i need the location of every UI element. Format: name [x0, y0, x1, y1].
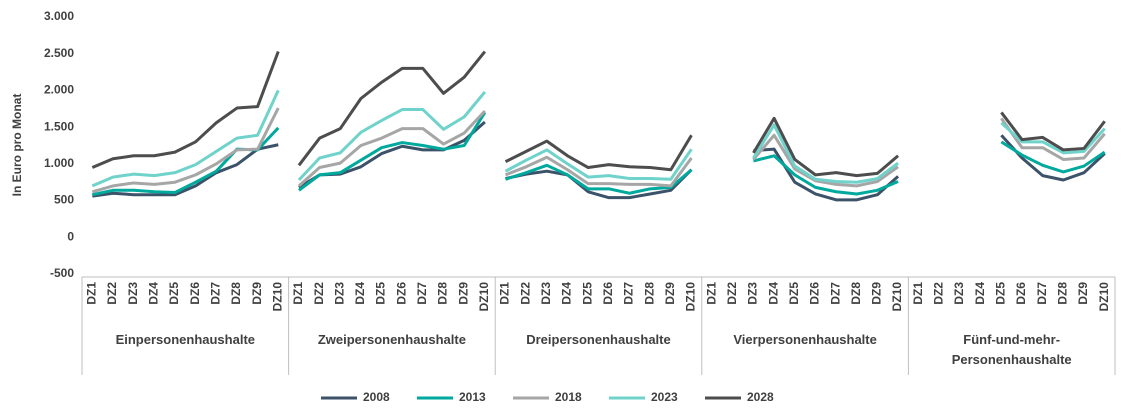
y-axis-label: In Euro pro Monat — [10, 94, 24, 197]
line — [752, 116, 900, 178]
line — [91, 107, 280, 194]
x-tick-label: DZ8 — [229, 282, 243, 305]
x-tick-label: DZ6 — [1014, 282, 1028, 305]
x-tick-label: DZ8 — [849, 282, 863, 305]
x-tick-label: DZ3 — [332, 282, 346, 305]
line — [504, 148, 693, 181]
x-tick-label: DZ7 — [208, 282, 222, 305]
y-tick-label: 0 — [67, 229, 74, 243]
x-tick-label: DZ7 — [828, 282, 842, 305]
x-tick-label: DZ7 — [622, 282, 636, 305]
x-tick-label: DZ10 — [684, 282, 698, 312]
group-label: Vierpersonenhaushalte — [733, 332, 877, 347]
x-tick-label: DZ4 — [560, 282, 574, 305]
x-tick-label: DZ10 — [1097, 282, 1111, 312]
x-tick-label: DZ1 — [85, 282, 99, 305]
line — [91, 50, 280, 169]
line — [504, 134, 693, 172]
x-tick-label: DZ2 — [312, 282, 326, 305]
line — [505, 168, 693, 200]
x-tick-label: DZ5 — [580, 282, 594, 305]
x-tick-label: DZ5 — [167, 282, 181, 305]
legend-label: 2018 — [555, 390, 582, 404]
x-tick-label: DZ2 — [725, 282, 739, 305]
x-tick-label: DZ10 — [270, 282, 284, 312]
y-tick-label: -500 — [50, 266, 74, 280]
x-tick-label: DZ8 — [1056, 282, 1070, 305]
x-tick-label: DZ2 — [105, 282, 119, 305]
x-tick-label: DZ4 — [146, 282, 160, 305]
x-tick-label: DZ5 — [374, 282, 388, 305]
x-tick-label: DZ9 — [456, 282, 470, 305]
x-tick-label: DZ5 — [787, 282, 801, 305]
line — [753, 147, 900, 202]
y-tick-label: 3.000 — [44, 9, 74, 23]
x-tick-label: DZ3 — [746, 282, 760, 305]
legend-label: 2013 — [459, 390, 486, 404]
x-tick-label: DZ4 — [766, 282, 780, 305]
line — [505, 163, 693, 195]
x-tick-label: DZ6 — [188, 282, 202, 305]
legend-label: 2008 — [363, 390, 390, 404]
y-tick-label: 1.000 — [44, 156, 74, 170]
x-tick-label: DZ3 — [539, 282, 553, 305]
line — [752, 123, 899, 184]
x-tick-label: DZ9 — [870, 282, 884, 305]
x-tick-label: DZ6 — [394, 282, 408, 305]
line — [298, 111, 487, 192]
line — [1000, 140, 1106, 174]
group-label: Einpersonenhaushalte — [115, 332, 255, 347]
x-tick-label: DZ8 — [436, 282, 450, 305]
x-tick-label: DZ1 — [498, 282, 512, 305]
y-tick-label: 2.000 — [44, 83, 74, 97]
line — [91, 89, 280, 188]
line — [297, 50, 487, 167]
x-tick-label: DZ1 — [911, 282, 925, 305]
x-tick-label: DZ8 — [642, 282, 656, 305]
line — [297, 109, 486, 188]
y-tick-label: 2.500 — [44, 46, 74, 60]
x-tick-label: DZ9 — [663, 282, 677, 305]
x-tick-label: DZ3 — [952, 282, 966, 305]
line — [1000, 111, 1106, 152]
line — [753, 154, 899, 196]
x-tick-label: DZ9 — [250, 282, 264, 305]
x-tick-label: DZ2 — [518, 282, 532, 305]
x-tick-label: DZ10 — [477, 282, 491, 312]
line — [297, 90, 487, 182]
x-tick-label: DZ6 — [601, 282, 615, 305]
group-label: Zweipersonenhaushalte — [317, 332, 466, 347]
line — [504, 155, 693, 188]
y-tick-label: 500 — [54, 193, 74, 207]
group-label: Fünf-und-mehr-Personenhaushalte — [951, 332, 1072, 367]
line — [1000, 117, 1106, 161]
x-tick-label: DZ9 — [1076, 282, 1090, 305]
x-tick-label: DZ5 — [994, 282, 1008, 305]
x-tick-label: DZ3 — [126, 282, 140, 305]
group-label: Dreipersonenhaushalte — [526, 332, 671, 347]
x-tick-label: DZ6 — [808, 282, 822, 305]
line — [752, 133, 899, 188]
x-tick-label: DZ10 — [890, 282, 904, 312]
x-tick-label: DZ7 — [415, 282, 429, 305]
legend-label: 2023 — [651, 390, 678, 404]
x-tick-label: DZ4 — [973, 282, 987, 305]
line — [1000, 121, 1106, 155]
line — [92, 143, 279, 198]
y-tick-label: 1.500 — [44, 119, 74, 133]
x-tick-label: DZ1 — [704, 282, 718, 305]
legend-label: 2028 — [747, 390, 774, 404]
x-tick-label: DZ2 — [932, 282, 946, 305]
x-tick-label: DZ1 — [291, 282, 305, 305]
x-tick-label: DZ7 — [1035, 282, 1049, 305]
x-tick-label: DZ4 — [353, 282, 367, 305]
